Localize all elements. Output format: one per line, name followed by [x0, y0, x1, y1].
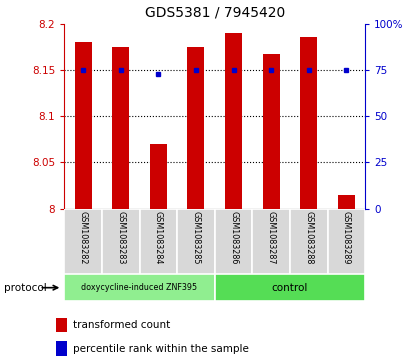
Text: GSM1083286: GSM1083286	[229, 211, 238, 264]
Bar	[225, 33, 242, 209]
Bar	[75, 42, 92, 209]
Bar	[102, 209, 139, 274]
Bar	[215, 274, 365, 301]
Bar	[139, 209, 177, 274]
Text: percentile rank within the sample: percentile rank within the sample	[73, 343, 249, 354]
Text: doxycycline-induced ZNF395: doxycycline-induced ZNF395	[81, 283, 198, 292]
Text: GSM1083283: GSM1083283	[116, 211, 125, 264]
Bar	[177, 209, 215, 274]
Bar	[252, 209, 290, 274]
Bar	[188, 47, 205, 209]
Text: GSM1083287: GSM1083287	[267, 211, 276, 264]
Bar	[64, 274, 215, 301]
Bar	[215, 209, 252, 274]
Text: GSM1083288: GSM1083288	[304, 211, 313, 264]
Bar	[64, 209, 102, 274]
Text: GSM1083289: GSM1083289	[342, 211, 351, 264]
Bar	[56, 318, 67, 332]
Bar	[290, 209, 327, 274]
Text: GSM1083285: GSM1083285	[191, 211, 200, 264]
Text: protocol: protocol	[4, 283, 47, 293]
Bar	[300, 37, 317, 209]
Text: transformed count: transformed count	[73, 320, 170, 330]
Bar	[112, 47, 129, 209]
Title: GDS5381 / 7945420: GDS5381 / 7945420	[145, 6, 285, 20]
Bar	[338, 195, 355, 209]
Text: control: control	[272, 283, 308, 293]
Bar	[263, 54, 280, 209]
Text: GSM1083282: GSM1083282	[78, 211, 88, 264]
Bar	[327, 209, 365, 274]
Bar	[56, 342, 67, 356]
Bar	[150, 144, 167, 209]
Text: GSM1083284: GSM1083284	[154, 211, 163, 264]
